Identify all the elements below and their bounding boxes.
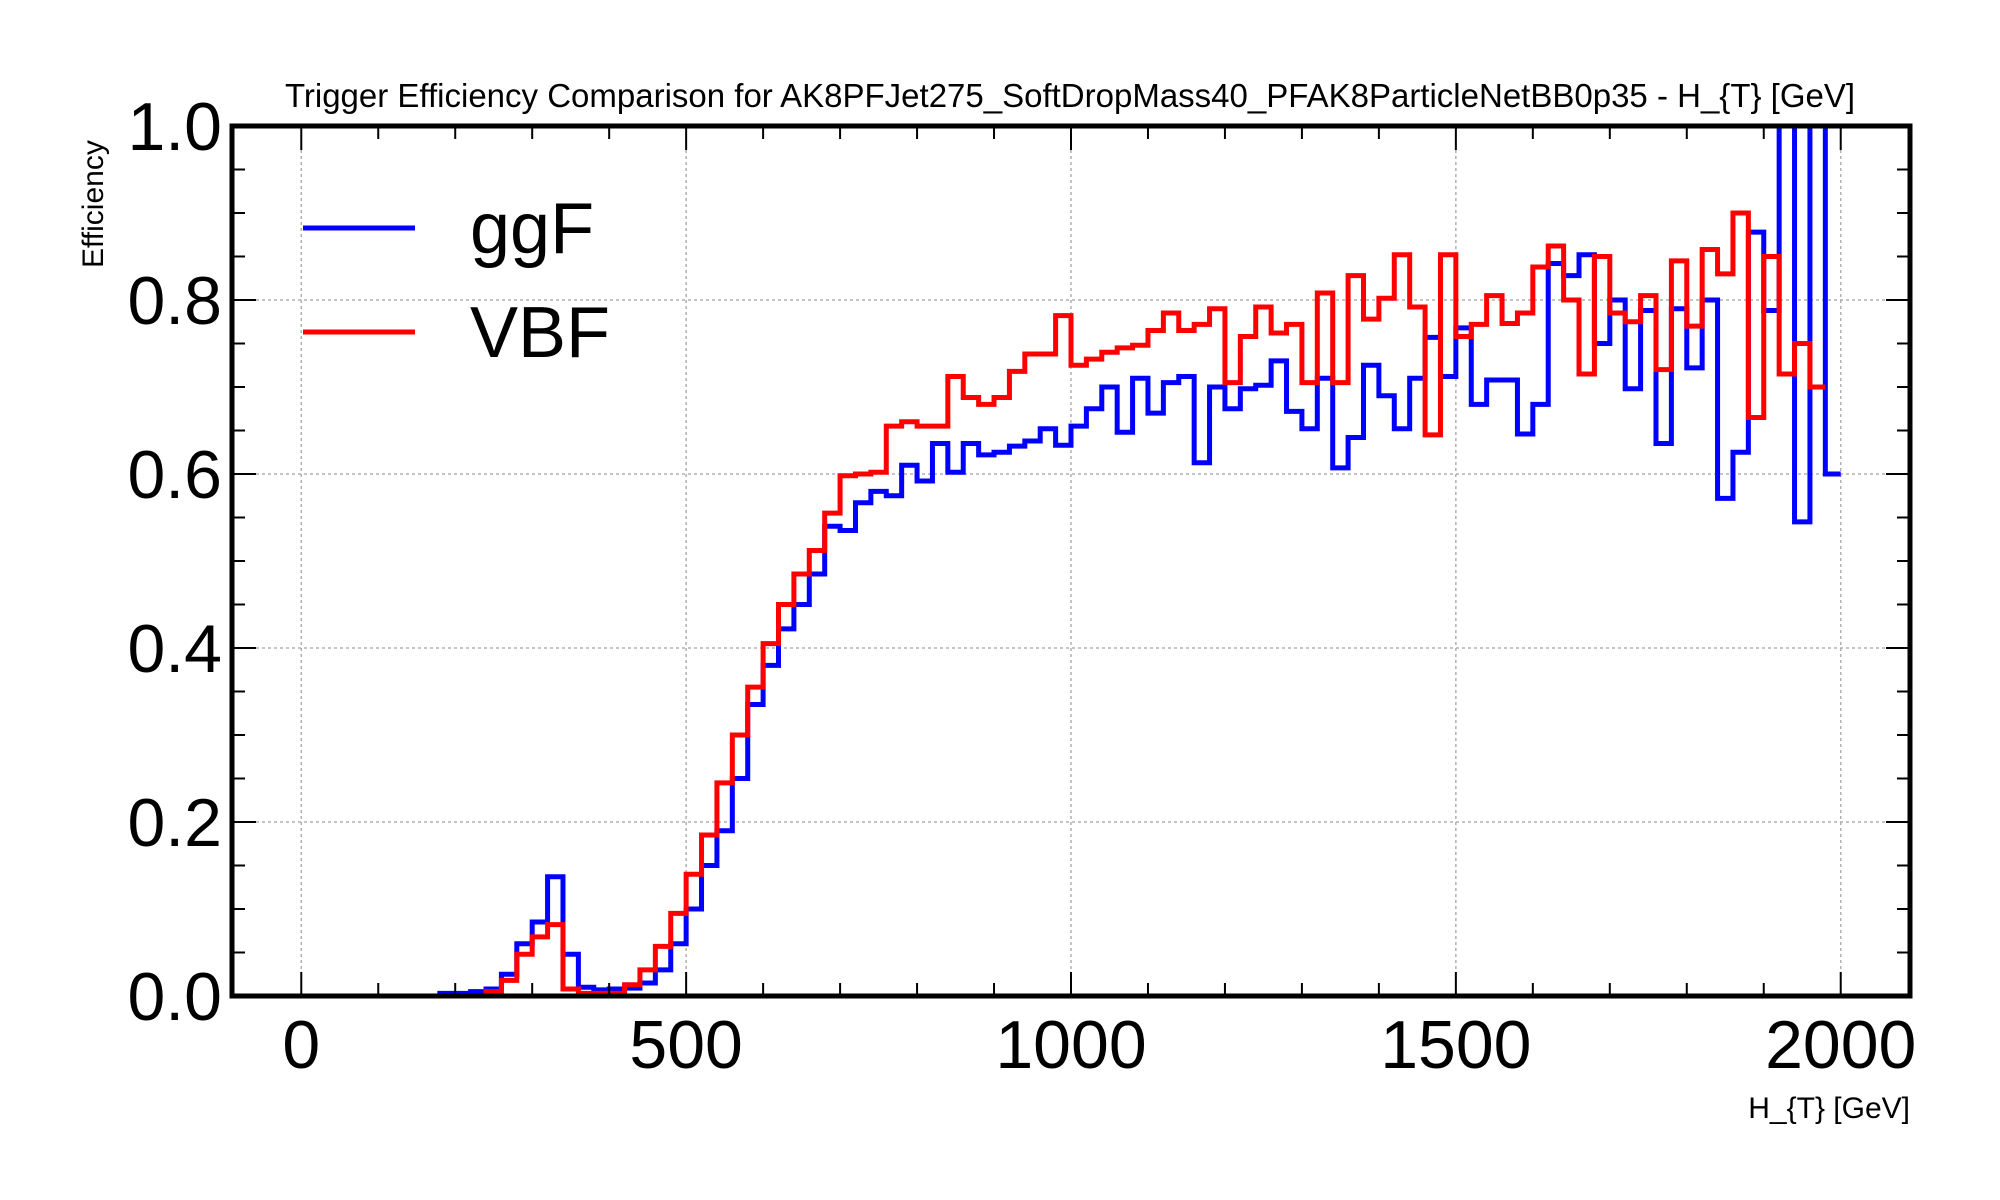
x-tick-label: 500 [629, 1007, 742, 1083]
legend: ggF VBF [303, 189, 610, 373]
y-tick-label: 1.0 [127, 89, 222, 165]
y-tick-label: 0.0 [127, 959, 222, 1035]
chart-title: Trigger Efficiency Comparison for AK8PFJ… [285, 77, 1855, 114]
x-tick-label: 1500 [1380, 1007, 1531, 1083]
y-tick-label: 0.6 [127, 437, 222, 513]
legend-label-vbf: VBF [470, 293, 610, 373]
y-tick-label: 0.8 [127, 263, 222, 339]
x-axis-label: H_{T} [GeV] [1748, 1092, 1910, 1125]
series-layer [301, 123, 1841, 999]
series-line-vbf [301, 210, 1826, 999]
y-axis-label: Efficiency [77, 140, 110, 268]
x-tick-label: 1000 [995, 1007, 1146, 1083]
y-tick-label: 0.4 [127, 611, 222, 687]
x-tick-label: 2000 [1765, 1007, 1916, 1083]
tick-layer: 0 500 1000 1500 2000 0.0 0.2 0.4 0.6 0.8 1.0 [127, 89, 1916, 1083]
legend-label-ggf: ggF [470, 189, 594, 269]
label-layer: Trigger Efficiency Comparison for AK8PFJ… [77, 77, 1910, 1125]
y-tick-label: 0.2 [127, 785, 222, 861]
x-tick-label: 0 [282, 1007, 320, 1083]
